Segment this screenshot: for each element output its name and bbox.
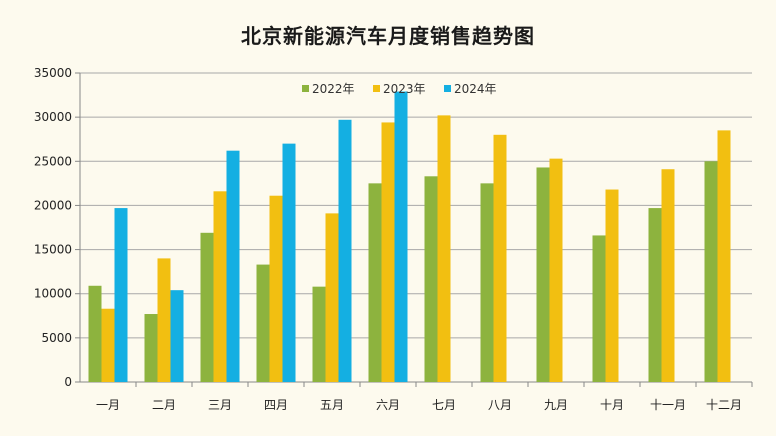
bar-2022年-七月 bbox=[424, 176, 438, 382]
bar-2022年-十月 bbox=[592, 235, 606, 382]
y-tick-label: 5000 bbox=[41, 331, 72, 345]
bar-2023年-三月 bbox=[213, 191, 227, 382]
bar-2022年-六月 bbox=[368, 183, 382, 382]
y-tick-label: 30000 bbox=[34, 110, 72, 124]
bar-2023年-一月 bbox=[101, 308, 115, 382]
bar-2024年-六月 bbox=[394, 91, 408, 382]
x-tick-label: 五月 bbox=[320, 398, 344, 412]
legend-swatch bbox=[373, 85, 380, 92]
bar-2023年-四月 bbox=[269, 195, 283, 382]
y-tick-label: 35000 bbox=[34, 66, 72, 80]
x-tick-label: 四月 bbox=[264, 398, 288, 412]
bar-2024年-四月 bbox=[282, 143, 296, 382]
bar-2023年-六月 bbox=[381, 122, 395, 382]
legend-label: 2024年 bbox=[454, 82, 497, 96]
x-tick-label: 一月 bbox=[96, 398, 120, 412]
bar-2023年-十一月 bbox=[661, 169, 675, 382]
y-tick-label: 20000 bbox=[34, 198, 72, 212]
bar-2024年-二月 bbox=[170, 290, 184, 382]
y-tick-label: 0 bbox=[64, 375, 72, 389]
x-tick-label: 八月 bbox=[488, 398, 512, 412]
x-tick-label: 九月 bbox=[544, 398, 568, 412]
x-tick-label: 十一月 bbox=[650, 398, 686, 412]
bar-2023年-二月 bbox=[157, 258, 171, 382]
bar-2023年-十二月 bbox=[717, 130, 731, 382]
y-tick-label: 10000 bbox=[34, 287, 72, 301]
bar-2022年-八月 bbox=[480, 183, 494, 382]
x-tick-label: 三月 bbox=[208, 398, 232, 412]
bar-2022年-九月 bbox=[536, 167, 550, 382]
bar-2023年-五月 bbox=[325, 213, 339, 382]
x-tick-label: 七月 bbox=[432, 398, 456, 412]
bar-2022年-四月 bbox=[256, 264, 270, 382]
y-tick-label: 25000 bbox=[34, 154, 72, 168]
bar-2024年-三月 bbox=[226, 150, 240, 382]
bar-2022年-十一月 bbox=[648, 208, 662, 382]
bar-2023年-八月 bbox=[493, 134, 507, 382]
legend-swatch bbox=[302, 85, 309, 92]
bar-2024年-一月 bbox=[114, 208, 128, 382]
bar-2023年-九月 bbox=[549, 158, 563, 382]
x-tick-label: 十二月 bbox=[706, 398, 742, 412]
legend-swatch bbox=[444, 85, 451, 92]
legend-label: 2022年 bbox=[312, 82, 355, 96]
y-tick-label: 15000 bbox=[34, 243, 72, 257]
bar-2023年-七月 bbox=[437, 115, 451, 383]
bar-2022年-五月 bbox=[312, 286, 326, 382]
bar-2022年-一月 bbox=[88, 285, 102, 382]
bar-2023年-十月 bbox=[605, 189, 619, 382]
x-tick-label: 十月 bbox=[600, 398, 624, 412]
bar-2022年-三月 bbox=[200, 232, 214, 382]
bar-2022年-二月 bbox=[144, 314, 158, 382]
x-tick-label: 二月 bbox=[152, 398, 176, 412]
bar-2022年-十二月 bbox=[704, 161, 718, 382]
chart-title: 北京新能源汽车月度销售趋势图 bbox=[241, 24, 535, 48]
x-tick-label: 六月 bbox=[376, 398, 400, 412]
bar-2024年-五月 bbox=[338, 119, 352, 382]
legend-label: 2023年 bbox=[383, 82, 426, 96]
